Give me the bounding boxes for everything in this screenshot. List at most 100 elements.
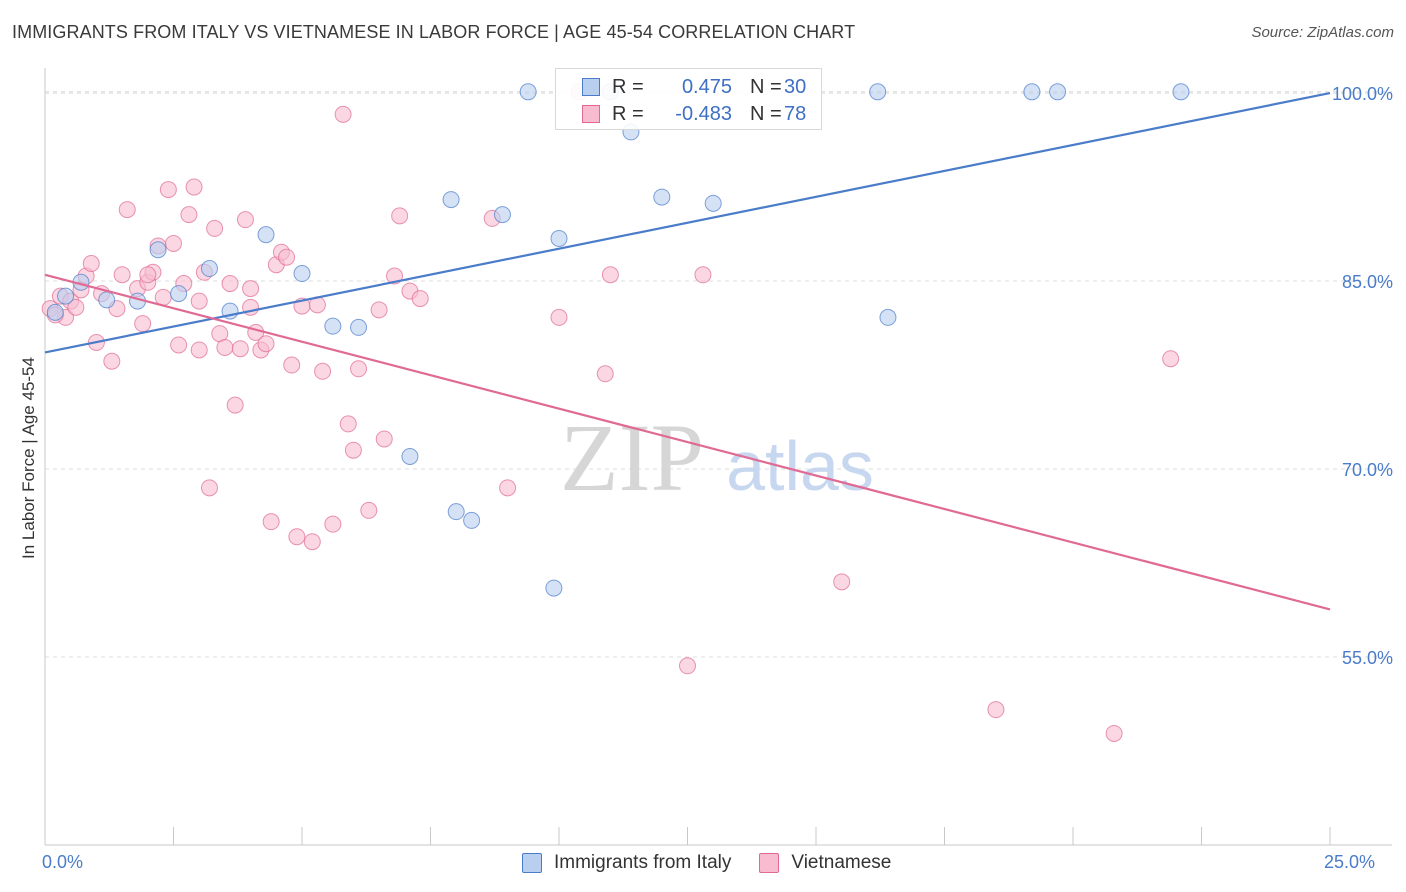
point-italy [57,287,75,305]
point-vietnamese [221,275,239,293]
watermark-atlas: atlas [726,427,874,505]
point-vietnamese [236,211,254,229]
legend: R = 0.475 N = 30 R = -0.483 N = 78 [555,68,822,130]
point-italy [550,229,568,247]
bottom-legend-vietnamese: Vietnamese [759,852,891,874]
point-vietnamese [159,181,177,199]
point-italy [463,511,481,529]
point-italy [442,191,460,209]
point-vietnamese [596,365,614,383]
point-vietnamese [1162,350,1180,368]
x-tick-max: 25.0% [1324,852,1376,872]
point-italy [879,308,897,326]
point-vietnamese [206,219,224,237]
y-tick-labels: 55.0% 70.0% 85.0% 100.0% [1332,84,1393,668]
point-italy [401,448,419,465]
legend-n-value-vietnamese: 78 [784,102,807,125]
point-italy [493,206,511,224]
bottom-legend-label-vietnamese: Vietnamese [791,852,892,873]
point-vietnamese [278,248,296,266]
bottom-legend: Immigrants from Italy Vietnamese [522,852,919,874]
point-vietnamese [987,701,1005,719]
point-vietnamese [231,340,249,358]
point-vietnamese [226,396,244,414]
trend-line-vietnamese [44,273,1331,611]
axes [44,68,1392,846]
point-italy [170,285,188,303]
bottom-legend-label-italy: Immigrants from Italy [554,852,732,873]
point-vietnamese [242,280,260,298]
point-vietnamese [1105,724,1123,742]
legend-r-value-italy: 0.475 [681,75,732,98]
point-italy [519,83,537,101]
watermark-zip: ZIP [560,404,704,511]
point-vietnamese [324,515,342,533]
point-vietnamese [262,513,280,531]
point-vietnamese [370,301,388,319]
point-vietnamese [550,308,568,326]
point-italy [149,241,167,259]
point-vietnamese [216,338,234,356]
y-tick-label: 85.0% [1342,272,1393,292]
point-vietnamese [165,234,182,252]
point-vietnamese [411,290,429,308]
point-vietnamese [170,336,188,354]
legend-n-value-italy: 30 [784,75,807,98]
point-italy [350,318,368,336]
legend-swatch-italy [582,78,600,96]
legend-r-label: R = [612,75,644,98]
point-vietnamese [139,266,157,284]
point-italy [1049,83,1067,101]
point-italy [46,303,64,321]
y-tick-label: 55.0% [1342,648,1393,668]
point-vietnamese [391,207,409,225]
point-vietnamese [113,266,131,284]
point-vietnamese [360,501,378,519]
point-vietnamese [180,206,198,224]
point-vietnamese [344,441,362,459]
point-italy [1172,83,1190,101]
point-vietnamese [375,430,393,448]
point-italy [545,579,563,597]
point-italy [293,265,311,283]
point-italy [324,317,342,335]
point-vietnamese [314,362,332,380]
point-vietnamese [288,528,306,546]
point-vietnamese [134,315,152,333]
point-italy [98,291,116,309]
point-vietnamese [200,479,218,497]
point-vietnamese [833,573,851,591]
legend-r-label: R = [612,102,644,125]
point-vietnamese [499,479,517,497]
point-vietnamese [67,298,85,316]
chart-title: IMMIGRANTS FROM ITALY VS VIETNAMESE IN L… [12,22,856,42]
point-vietnamese [334,105,352,123]
point-italy [1023,83,1041,101]
bottom-legend-swatch-vietnamese [759,853,780,873]
legend-r-value-vietnamese: -0.483 [675,102,732,125]
point-vietnamese [679,657,696,675]
point-italy [200,260,218,278]
source-label: Source: ZipAtlas.com [1251,24,1394,41]
data-points [41,83,1190,742]
point-vietnamese [350,360,368,378]
legend-row-vietnamese: R = -0.483 N = 78 [556,102,806,126]
point-vietnamese [303,533,321,551]
legend-n-label: N = [750,75,782,98]
bottom-legend-swatch-italy [522,853,542,873]
y-tick-label: 70.0% [1342,460,1393,480]
legend-n-label: N = [750,102,782,125]
point-italy [704,194,722,212]
y-tick-label: 100.0% [1332,84,1393,104]
point-vietnamese [185,178,203,196]
point-italy [653,188,671,206]
x-tick-min: 0.0% [42,852,84,872]
point-vietnamese [339,415,357,433]
point-vietnamese [257,335,275,353]
point-vietnamese [82,255,100,273]
legend-swatch-vietnamese [582,105,600,123]
point-vietnamese [601,266,619,284]
y-axis-label: In Labor Force | Age 45-54 [19,357,38,559]
point-vietnamese [283,356,301,374]
